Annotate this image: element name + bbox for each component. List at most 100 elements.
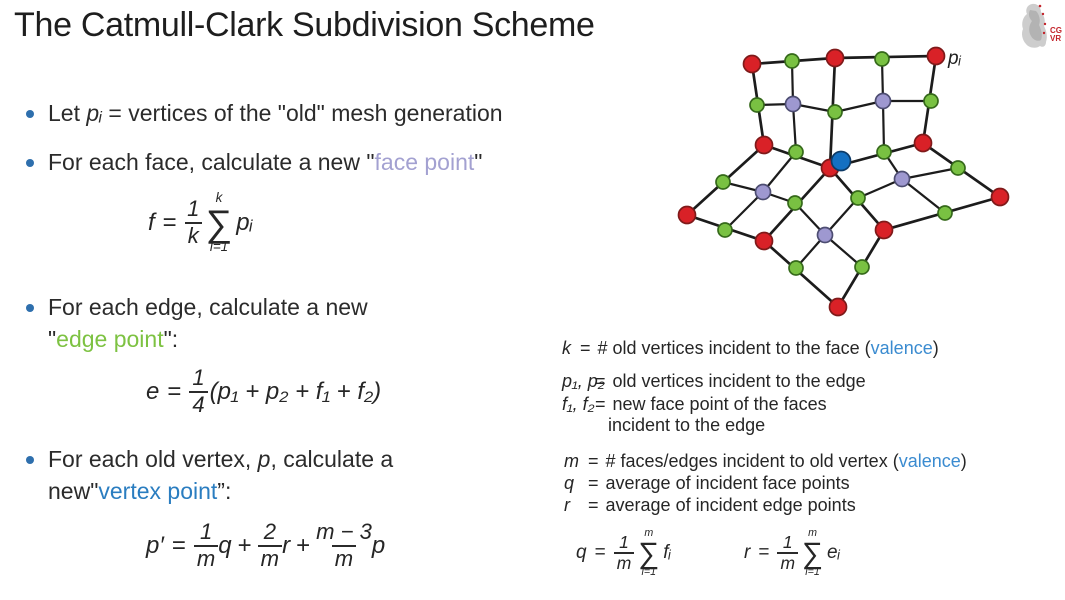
equals-sign: = — [162, 208, 177, 236]
mesh-node-old-vertex — [742, 54, 762, 74]
text-segment: new — [48, 478, 91, 504]
numerator: 1 — [782, 531, 793, 552]
logo-text: CG VR — [1050, 27, 1062, 43]
denominator: m — [193, 544, 219, 572]
plus-sign: + — [237, 531, 252, 559]
sum-lower-limit: i=1 — [805, 565, 820, 578]
formula-term: q — [218, 531, 232, 559]
sigma-icon: ∑ — [802, 536, 823, 570]
legend-symbol: r — [564, 495, 570, 515]
numerator: 1 — [199, 519, 213, 544]
mesh-node-face-point — [754, 183, 772, 201]
legend-row-continuation: incident to the edge — [608, 415, 765, 436]
bullet-item-3: For each edge, calculate a new — [26, 294, 368, 321]
pi-term: pᵢ — [86, 100, 103, 126]
legend-symbol: k — [562, 338, 571, 358]
vertex-point-term: vertex point — [98, 478, 218, 504]
legend-row-q: q = average of incident face points — [564, 473, 850, 494]
summation: k ∑ i=1 — [206, 190, 233, 255]
denominator: m — [331, 544, 357, 572]
denominator: 4 — [189, 390, 208, 418]
summation: m ∑ i=1 — [802, 527, 823, 579]
mesh-node-old-vertex — [754, 231, 774, 251]
legend-text: average of incident edge points — [605, 495, 856, 515]
page-title: The Catmull-Clark Subdivision Scheme — [14, 6, 595, 44]
formula-term: p — [371, 531, 386, 559]
numerator: 1 — [192, 365, 205, 390]
mesh-node-face-point — [784, 95, 802, 113]
text-segment: For each old vertex, — [48, 446, 258, 472]
legend-text: old vertices incident to the edge — [612, 371, 866, 391]
mesh-node-vertex-point — [830, 150, 852, 172]
numerator: 2 — [263, 519, 276, 544]
statue-icon — [1022, 3, 1047, 48]
mesh-node-old-vertex — [913, 133, 933, 153]
mesh-node-edge-point — [715, 174, 731, 190]
logo-line-2: VR — [1050, 34, 1062, 43]
plus-sign: + — [296, 531, 311, 559]
legend-symbol: p₁, p₂ — [562, 371, 605, 391]
formula-lhs: p′ — [146, 531, 164, 559]
formula-rhs: fᵢ — [663, 542, 671, 564]
bullet-2-text: For each face, calculate a new "face poi… — [48, 149, 482, 176]
mesh-edge — [900, 177, 947, 215]
bullet-1-text: Let pᵢ = vertices of the "old" mesh gene… — [48, 100, 503, 127]
mesh-node-face-point — [874, 92, 892, 110]
equals-sign: = — [595, 394, 606, 414]
mesh-node-edge-point — [827, 104, 843, 120]
mesh-edge — [761, 150, 798, 194]
bullet-3-line1: For each edge, calculate a new — [48, 294, 368, 320]
formula-rhs: pᵢ — [236, 208, 253, 236]
bullet-icon — [26, 456, 34, 464]
text-segment: " — [474, 149, 483, 175]
bullet-item-1: Let pᵢ = vertices of the "old" mesh gene… — [26, 100, 503, 127]
mesh-node-old-vertex — [754, 135, 774, 155]
text-segment: = vertices of the "old" mesh generation — [102, 100, 503, 126]
text-segment: ) — [932, 338, 939, 358]
mesh-node-edge-point — [717, 222, 733, 238]
formula-lhs: r — [744, 542, 751, 564]
valence-term: valence — [870, 338, 933, 358]
denominator: m — [613, 552, 635, 574]
numerator: 1 — [619, 531, 629, 552]
legend-text: new face point of the faces — [612, 394, 827, 414]
mesh-node-edge-point — [787, 195, 803, 211]
equals-sign: = — [171, 531, 186, 559]
text-segment: Let — [48, 100, 87, 126]
legend-text: # old vertices incident to the face (val… — [598, 338, 939, 359]
equals-sign: = — [167, 377, 182, 405]
bullet-icon — [26, 110, 34, 118]
bullet-item-4: For each old vertex, p, calculate a — [26, 446, 393, 473]
legend-row-k: k = # old vertices incident to the face … — [562, 338, 939, 359]
mesh-node-old-vertex — [926, 46, 946, 66]
mesh-node-edge-point — [854, 259, 870, 275]
mesh-node-edge-point — [874, 51, 890, 67]
bullet-icon — [26, 304, 34, 312]
text-segment: ": — [163, 326, 179, 352]
mesh-node-edge-point — [950, 160, 966, 176]
sum-lower-limit: i=1 — [641, 565, 656, 578]
mesh-node-edge-point — [876, 144, 892, 160]
equals-sign: = — [758, 542, 770, 564]
mesh-node-old-vertex — [677, 205, 697, 225]
text-segment: # old vertices incident to the face ( — [597, 338, 871, 358]
mesh-vertex-label: pᵢ — [947, 48, 962, 69]
mesh-edge — [900, 166, 960, 181]
legend-text: # faces/edges incident to old vertex (va… — [606, 451, 967, 472]
numerator: 1 — [187, 196, 200, 222]
text-segment: ”: — [217, 478, 232, 504]
equals-sign: = — [595, 371, 606, 391]
bullet-4-line1: For each old vertex, p, calculate a — [48, 446, 393, 473]
valence-term: valence — [898, 451, 961, 471]
mesh-node-face-point — [893, 170, 911, 188]
formula-term: r — [282, 531, 291, 559]
equals-sign: = — [588, 451, 599, 471]
text-segment: # faces/edges incident to old vertex ( — [605, 451, 899, 471]
